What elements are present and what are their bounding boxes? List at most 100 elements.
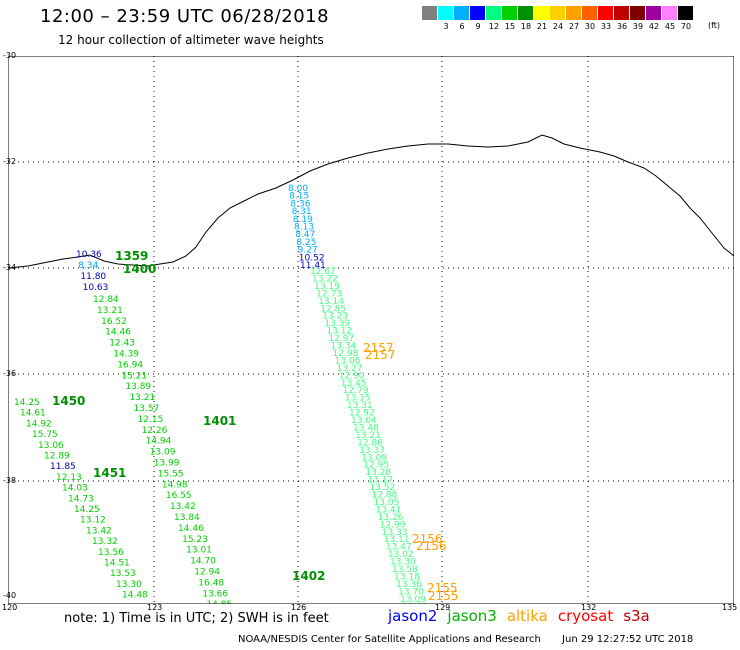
legend-swatch	[470, 6, 486, 20]
legend-bin-label: 42	[648, 22, 660, 31]
wave-height-value: 15.75	[32, 430, 58, 440]
legend-swatch	[438, 6, 454, 20]
legend-swatch	[486, 6, 502, 20]
legend-swatch	[582, 6, 598, 20]
satellite-tracks: 10.368.3411.8010.63135912.8413.2116.5214…	[14, 184, 428, 604]
wave-height-value: 11.80	[80, 272, 106, 282]
latitude-label: -38	[3, 476, 17, 485]
legend-swatch	[454, 6, 470, 20]
legend-swatch	[646, 6, 662, 20]
legend-bin-label: 36	[616, 22, 628, 31]
wave-height-value: 10.52	[299, 253, 325, 263]
wave-height-value: 13.41	[376, 505, 402, 515]
altika-time-label: 2157	[365, 348, 396, 362]
wave-height-value: 13.09	[150, 448, 176, 458]
footer-timestamp: Jun 29 12:27:52 UTC 2018	[562, 634, 694, 645]
wave-height-value: 12.43	[109, 339, 135, 349]
wave-height-value: 8.00	[288, 184, 308, 194]
wave-height-value: 13.45	[341, 379, 367, 389]
legend-bin-label: 15	[504, 22, 516, 31]
wave-height-value: 13.70	[398, 587, 424, 597]
wave-height-value: 12.15	[138, 415, 164, 425]
legend-bin-label: 33	[600, 22, 612, 31]
pass-time-label: 1401	[203, 414, 236, 428]
mission-legend-item: jason3	[447, 607, 497, 625]
altika-time-label: 2156	[412, 532, 443, 546]
wave-height-value: 14.94	[146, 437, 172, 447]
wave-height-value: 12.73	[316, 289, 342, 299]
legend-swatch	[566, 6, 582, 20]
wave-height-value: 12.85	[320, 304, 346, 314]
wave-height-value: 13.21	[355, 431, 381, 441]
wave-height-value: 8.36	[290, 199, 310, 209]
wave-height-value: 13.14	[318, 297, 344, 307]
legend-swatch	[550, 6, 566, 20]
wave-height-value: 13.28	[365, 468, 391, 478]
wave-height-value: 13.18	[394, 572, 420, 582]
map-gridlines	[8, 56, 734, 604]
wave-height-value: 12.67	[310, 267, 336, 277]
wave-height-value: 13.89	[125, 382, 151, 392]
legend-bin-label: 9	[475, 22, 481, 31]
legend-swatches	[422, 6, 740, 20]
wave-height-value: 13.02	[388, 550, 414, 560]
wave-height-value: 13.42	[86, 526, 112, 536]
wave-height-value: 8.19	[293, 215, 313, 225]
wave-height-value: 16.52	[101, 317, 127, 327]
wave-height-value: 13.09	[361, 453, 387, 463]
longitude-label: 135	[722, 603, 738, 612]
altika-time-label: 2157	[363, 341, 394, 355]
longitude-label: 126	[291, 603, 307, 612]
wave-height-value: 8.15	[289, 192, 309, 202]
legend-bin-label: 6	[459, 22, 465, 31]
wave-height-value: 14.92	[26, 419, 52, 429]
legend-bin-label: 21	[536, 22, 548, 31]
wave-height-value: 14.03	[62, 484, 88, 494]
wave-height-value: 13.30	[390, 558, 416, 568]
wave-height-value: 13.06	[335, 356, 361, 366]
wave-height-value: 13.37	[359, 446, 385, 456]
wave-height-value: 14.25	[14, 398, 40, 408]
wave-height-value: 14.98	[162, 480, 188, 490]
wave-height-value: 13.66	[202, 589, 228, 599]
altika-time-label: 2155	[428, 589, 459, 603]
legend-swatch	[422, 6, 438, 20]
wave-height-value: 12.84	[93, 295, 119, 305]
wave-height-value: 13.23	[322, 312, 348, 322]
wave-height-value: 14.70	[190, 557, 216, 567]
longitude-label: 123	[147, 603, 163, 612]
wave-height-value: 12.88	[372, 491, 398, 501]
wave-height-value: 12.95	[363, 461, 389, 471]
wave-height-value: 13.34	[331, 342, 357, 352]
legend-swatch	[534, 6, 550, 20]
wave-height-value: 10.63	[83, 283, 109, 293]
altika-time-label: 2155	[427, 581, 458, 595]
wave-height-value: 12.89	[44, 452, 70, 462]
australia-coastline	[8, 134, 734, 269]
wave-height-value: 13.17	[367, 476, 393, 486]
wave-height-value: 15.21	[121, 371, 147, 381]
wave-height-value: 13.04	[351, 416, 377, 426]
wave-height-value: 13.21	[129, 393, 155, 403]
wave-height-value: 13.58	[392, 565, 418, 575]
wave-height-value: 12.90	[339, 371, 365, 381]
legend-bin-label: 27	[568, 22, 580, 31]
legend-unit: (ft)	[708, 21, 721, 30]
wave-height-value: 13.33	[382, 528, 408, 538]
wave-height-value: 8.47	[295, 230, 315, 240]
wave-height-value: 13.01	[186, 546, 212, 556]
wave-height-value: 13.36	[396, 580, 422, 590]
wave-height-value: 13.42	[170, 502, 196, 512]
longitude-label: 129	[435, 603, 451, 612]
legend-bin-label: 24	[552, 22, 564, 31]
legend-bin-label: 18	[520, 22, 532, 31]
legend-swatch	[598, 6, 614, 20]
wave-height-value: 13.05	[374, 498, 400, 508]
legend-swatch	[630, 6, 646, 20]
wave-height-value: 14.61	[20, 409, 46, 419]
wave-height-value: 12.97	[328, 334, 354, 344]
pass-time-label: 1359	[115, 249, 148, 263]
longitude-label: 120	[2, 603, 18, 612]
latitude-label: -34	[3, 263, 17, 272]
